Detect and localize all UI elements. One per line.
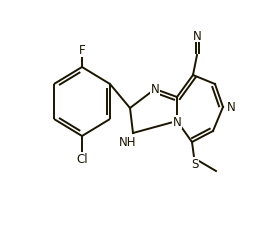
Text: F: F — [79, 44, 85, 57]
Text: S: S — [191, 158, 199, 171]
Text: N: N — [173, 116, 181, 129]
Text: N: N — [151, 83, 159, 96]
Text: NH: NH — [119, 136, 137, 149]
Text: N: N — [193, 29, 201, 42]
Text: N: N — [227, 101, 235, 114]
Text: Cl: Cl — [76, 153, 88, 166]
